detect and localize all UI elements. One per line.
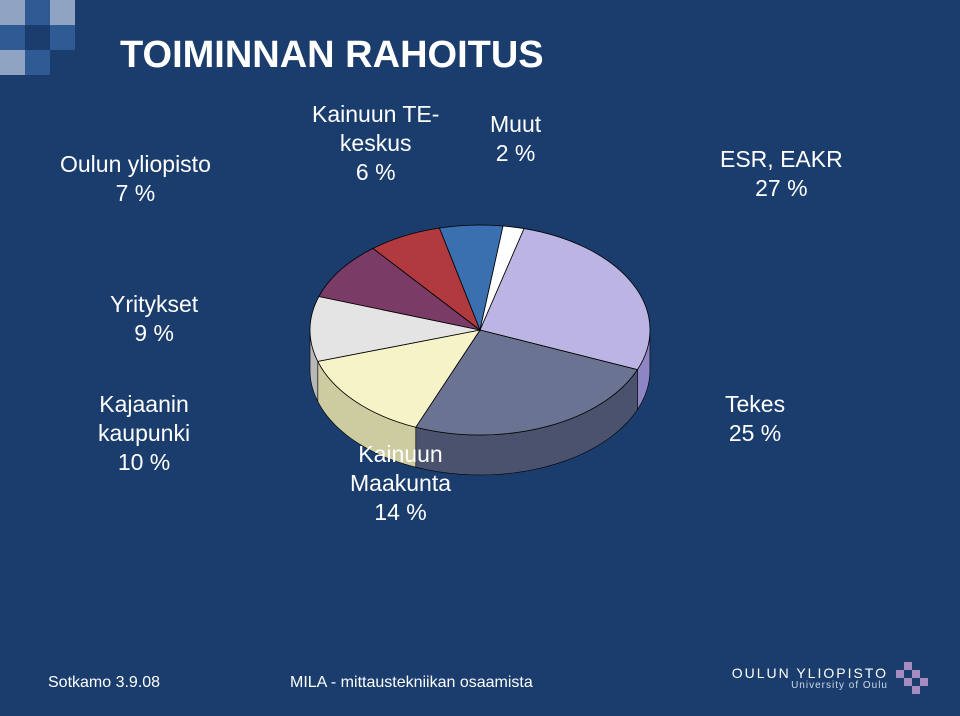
label-tekeskus: Kainuun TE- keskus 6 % bbox=[312, 100, 439, 186]
slide: TOIMINNAN RAHOITUS ESR, EAKR 27 % Tekes 2… bbox=[0, 0, 960, 716]
logo-main-text: OULUN YLIOPISTO bbox=[732, 666, 888, 681]
footer: Sotkamo 3.9.08 MILA - mittaustekniikan o… bbox=[0, 664, 960, 692]
label-tekes: Tekes 25 % bbox=[725, 390, 785, 448]
university-logo: OULUN YLIOPISTO University of Oulu bbox=[732, 662, 930, 696]
logo-icon bbox=[896, 662, 930, 696]
chart-area: ESR, EAKR 27 % Tekes 25 % Kainuun Maakunta… bbox=[0, 110, 960, 590]
label-esr_eakr: ESR, EAKR 27 % bbox=[720, 145, 843, 203]
logo-sub-text: University of Oulu bbox=[732, 681, 888, 692]
label-muut: Muut 2 % bbox=[490, 110, 541, 168]
label-kajaani: Kajaanin kaupunki 10 % bbox=[98, 390, 190, 476]
label-maakunta: Kainuun Maakunta 14 % bbox=[350, 440, 451, 526]
label-oulu: Oulun yliopisto 7 % bbox=[60, 150, 211, 208]
footer-caption: MILA - mittaustekniikan osaamista bbox=[290, 674, 533, 692]
label-yritykset: Yritykset 9 % bbox=[110, 290, 198, 348]
slide-title: TOIMINNAN RAHOITUS bbox=[120, 34, 544, 77]
footer-date: Sotkamo 3.9.08 bbox=[48, 674, 160, 692]
